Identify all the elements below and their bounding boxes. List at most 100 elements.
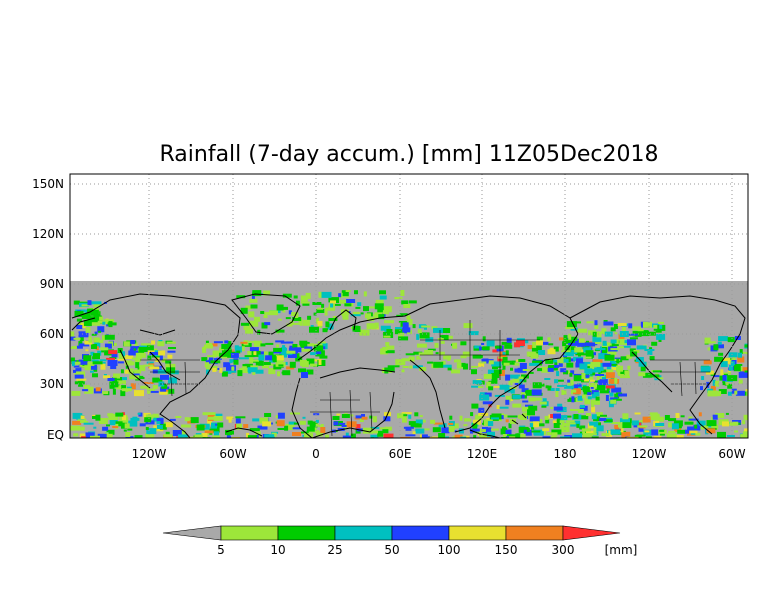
rainfall-cell bbox=[284, 361, 288, 365]
rainfall-cell bbox=[291, 312, 299, 317]
rainfall-cell bbox=[617, 374, 624, 376]
rainfall-cell bbox=[254, 316, 260, 322]
rainfall-cell bbox=[629, 348, 636, 352]
rainfall-cell bbox=[557, 359, 566, 363]
rainfall-cell bbox=[742, 431, 748, 436]
rainfall-cell bbox=[292, 344, 298, 348]
rainfall-cell bbox=[95, 387, 101, 392]
rainfall-cell bbox=[610, 399, 617, 404]
rainfall-cell bbox=[95, 414, 101, 421]
rainfall-cell bbox=[622, 413, 629, 420]
rainfall-cell bbox=[285, 317, 291, 320]
rainfall-cell bbox=[628, 333, 638, 336]
rainfall-cell bbox=[235, 416, 246, 419]
rainfall-cell bbox=[241, 346, 245, 352]
rainfall-cell bbox=[443, 355, 452, 360]
rainfall-cell bbox=[93, 426, 97, 429]
rainfall-cell bbox=[668, 422, 673, 428]
rainfall-cell bbox=[496, 405, 500, 409]
rainfall-cell bbox=[700, 386, 703, 391]
rainfall-cell bbox=[433, 361, 444, 368]
rainfall-cell bbox=[84, 365, 94, 371]
rainfall-cell bbox=[342, 435, 352, 438]
rainfall-cell bbox=[611, 387, 622, 393]
rainfall-cell bbox=[293, 295, 298, 299]
rainfall-cell bbox=[177, 434, 188, 438]
rainfall-cell bbox=[559, 337, 566, 341]
rainfall-cell bbox=[175, 416, 182, 418]
rainfall-cell bbox=[584, 378, 590, 382]
rainfall-cell bbox=[609, 379, 620, 384]
rainfall-cell bbox=[618, 370, 629, 376]
rainfall-cell bbox=[583, 346, 592, 353]
rainfall-cell bbox=[108, 350, 118, 355]
rainfall-cell bbox=[542, 428, 550, 432]
rainfall-cell bbox=[263, 362, 271, 365]
rainfall-cell bbox=[224, 340, 229, 344]
rainfall-cell bbox=[383, 306, 392, 313]
rainfall-cell bbox=[614, 339, 619, 345]
rainfall-cell bbox=[78, 322, 84, 326]
rainfall-cell bbox=[181, 424, 192, 428]
rainfall-cell bbox=[713, 375, 720, 378]
rainfall-cell bbox=[369, 306, 377, 309]
rainfall-cell bbox=[262, 421, 272, 427]
rainfall-cell bbox=[569, 372, 573, 377]
rainfall-cell bbox=[486, 340, 495, 347]
legend-right-arrow bbox=[562, 525, 621, 541]
rainfall-cell bbox=[566, 321, 577, 328]
rainfall-cell bbox=[277, 412, 285, 419]
rainfall-cell bbox=[243, 325, 251, 330]
rainfall-cell bbox=[276, 304, 284, 311]
rainfall-cell bbox=[282, 437, 291, 438]
rainfall-cell bbox=[487, 431, 495, 437]
rainfall-cell bbox=[125, 355, 134, 359]
rainfall-cell bbox=[476, 429, 486, 433]
rainfall-cell bbox=[587, 392, 592, 395]
rainfall-cell bbox=[591, 367, 601, 373]
rainfall-cell bbox=[325, 434, 330, 438]
rainfall-cell bbox=[202, 412, 208, 416]
rainfall-cell bbox=[478, 412, 489, 416]
rainfall-cell bbox=[584, 356, 592, 359]
rainfall-cell bbox=[438, 423, 447, 428]
rainfall-cell bbox=[419, 332, 430, 339]
rainfall-cell bbox=[74, 381, 85, 385]
coastline-europe-africa bbox=[291, 309, 406, 438]
rainfall-cell bbox=[473, 435, 477, 438]
rainfall-cell bbox=[621, 431, 631, 438]
rainfall-cell bbox=[593, 425, 604, 432]
rainfall-cell bbox=[435, 352, 439, 355]
rainfall-cell bbox=[339, 422, 346, 425]
rainfall-cell bbox=[612, 398, 622, 401]
rainfall-cell bbox=[421, 434, 428, 438]
rainfall-cell bbox=[597, 379, 608, 386]
rainfall-cell bbox=[706, 420, 717, 427]
rainfall-cell bbox=[264, 413, 272, 417]
rainfall-cell bbox=[742, 420, 746, 425]
rainfall-cell bbox=[208, 359, 212, 362]
rainfall-cell bbox=[272, 356, 277, 363]
rainfall-cell bbox=[123, 341, 130, 347]
rainfall-cell bbox=[172, 430, 182, 436]
rainfall-cell bbox=[113, 373, 120, 379]
rainfall-cell bbox=[503, 428, 508, 431]
rainfall-cell bbox=[76, 371, 86, 377]
rainfall-cell bbox=[140, 385, 150, 389]
rainfall-cell bbox=[111, 352, 118, 358]
rainfall-cell bbox=[500, 415, 504, 420]
rainfall-cell bbox=[167, 350, 176, 353]
rainfall-cell bbox=[234, 346, 242, 353]
rainfall-cell bbox=[535, 383, 545, 387]
rainfall-cell bbox=[555, 388, 560, 391]
rainfall-cell bbox=[139, 365, 146, 372]
rainfall-cell bbox=[76, 345, 83, 349]
rainfall-cell bbox=[585, 374, 590, 378]
rainfall-cell bbox=[651, 341, 658, 346]
rainfall-cell bbox=[341, 414, 350, 418]
rainfall-cell bbox=[425, 337, 434, 343]
rainfall-cell bbox=[620, 376, 630, 379]
rainfall-cell bbox=[90, 364, 97, 370]
rainfall-cell bbox=[420, 419, 426, 423]
rainfall-cell bbox=[591, 414, 597, 420]
